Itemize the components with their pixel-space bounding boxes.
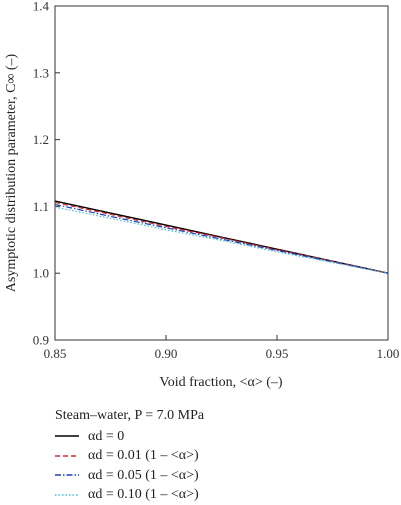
chart: 0.85 0.90 0.95 1.00 0.9 1.0 1.1 1.2 1.3 1.4 Void… (4, 0, 400, 390)
series-line-3 (54, 203, 389, 274)
x-tick-label: 1.00 (377, 346, 400, 361)
series-line-2 (54, 201, 389, 274)
legend-item: αd = 0.05 (1 – <α>) (55, 466, 204, 486)
legend-title: Steam–water, P = 7.0 MPa (55, 408, 205, 423)
legend-swatch (55, 455, 79, 457)
x-axis-label: Void fraction, <α> (–) (159, 375, 283, 390)
legend-swatch (55, 474, 79, 476)
x-axis-ticks: 0.85 0.90 0.95 1.00 (44, 335, 400, 361)
legend-label: αd = 0 (88, 428, 125, 444)
y-axis-label: Asymptotic distribution parameter, C∞ (–… (4, 53, 19, 292)
legend: Steam–water, P = 7.0 MPa αd = 0 αd = 0.01… (55, 406, 204, 505)
y-tick-label: 1.4 (33, 0, 50, 14)
y-tick-label: 1.0 (33, 266, 49, 281)
x-tick-label: 0.95 (266, 346, 289, 361)
legend-item: αd = 0 (55, 427, 204, 447)
series-lines (54, 200, 389, 274)
y-tick-label: 0.9 (33, 333, 49, 348)
legend-item: αd = 0.01 (1 – <α>) (55, 446, 204, 466)
plot-frame (54, 5, 389, 341)
legend-swatch (55, 494, 79, 496)
legend-label: αd = 0.01 (1 – <α>) (88, 448, 199, 463)
legend-swatch (55, 435, 79, 437)
y-tick-label: 1.1 (33, 199, 49, 214)
legend-label: αd = 0.10 (1 – <α>) (88, 487, 199, 502)
x-tick-label: 0.90 (155, 346, 178, 361)
y-tick-label: 1.2 (33, 132, 49, 147)
y-tick-label: 1.3 (33, 65, 49, 80)
legend-item: αd = 0.10 (1 – <α>) (55, 485, 204, 505)
legend-label: αd = 0.05 (1 – <α>) (88, 467, 199, 483)
series-line-4 (54, 206, 389, 274)
y-axis-ticks: 0.9 1.0 1.1 1.2 1.3 1.4 (33, 0, 60, 348)
legend-rows: αd = 0 αd = 0.01 (1 – <α>) αd = 0.05 (1 – … (55, 427, 204, 505)
x-tick-label: 0.85 (44, 346, 67, 361)
